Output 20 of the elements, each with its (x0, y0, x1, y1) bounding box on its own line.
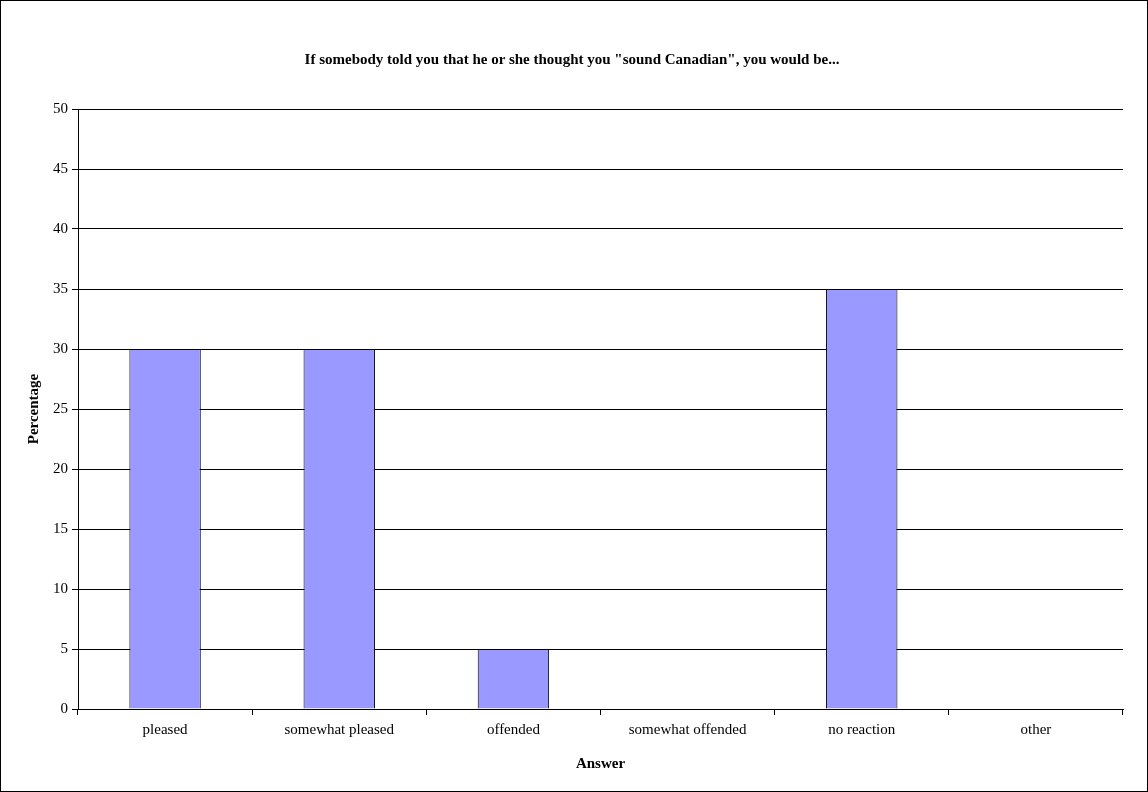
x-tick-label: somewhat offended (628, 720, 747, 737)
chart-title: If somebody told you that he or she thought you "sound Canadian", you would be... (304, 50, 840, 67)
x-tick-label: offended (486, 720, 541, 737)
y-tick-label: 25 (53, 399, 68, 416)
y-tick-label: 35 (53, 279, 68, 296)
y-tick-label: 0 (60, 699, 68, 716)
x-tick-label: no reaction (828, 720, 896, 737)
y-tick-label: 5 (60, 639, 68, 656)
y-tick-label: 40 (53, 219, 68, 236)
y-tick-label: 15 (53, 519, 68, 536)
x-tick-label: pleased (142, 720, 189, 737)
x-axis-title: Answer (575, 754, 626, 771)
y-axis-title: Percentage (24, 373, 41, 445)
y-tick-label: 30 (53, 339, 68, 356)
y-tick-label: 10 (53, 579, 68, 596)
y-tick-label: 20 (53, 459, 68, 476)
y-tick-label: 50 (53, 99, 68, 116)
y-tick-label: 45 (53, 159, 68, 176)
x-tick-label: somewhat pleased (284, 720, 395, 737)
x-tick-label: other (1020, 720, 1052, 737)
